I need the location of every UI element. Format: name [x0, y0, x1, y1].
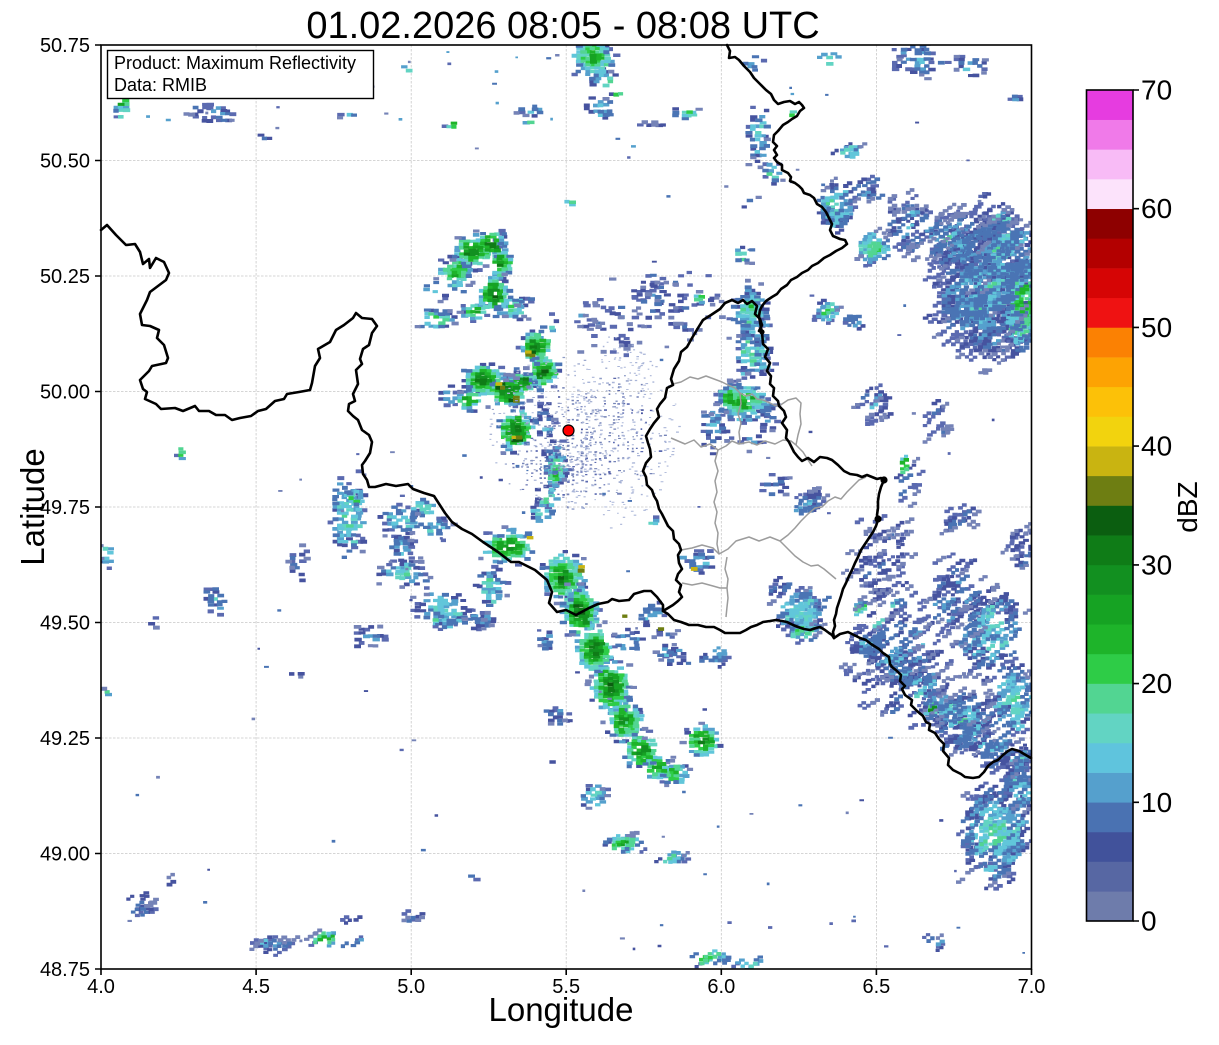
- svg-text:50.50: 50.50: [40, 151, 90, 173]
- svg-text:0: 0: [1141, 906, 1157, 937]
- svg-text:5.0: 5.0: [397, 976, 425, 998]
- svg-text:Latitude: Latitude: [14, 448, 51, 565]
- svg-text:50.75: 50.75: [40, 35, 90, 57]
- svg-text:60: 60: [1141, 193, 1172, 224]
- svg-text:5.5: 5.5: [552, 976, 580, 998]
- svg-text:49.75: 49.75: [40, 497, 90, 519]
- svg-text:40: 40: [1141, 431, 1172, 462]
- svg-text:70: 70: [1141, 75, 1172, 106]
- svg-text:6.0: 6.0: [707, 976, 735, 998]
- svg-text:48.75: 48.75: [40, 959, 90, 981]
- svg-text:01.02.2026 08:05 - 08:08 UTC: 01.02.2026 08:05 - 08:08 UTC: [306, 5, 819, 47]
- svg-text:4.0: 4.0: [87, 976, 115, 998]
- svg-text:49.00: 49.00: [40, 844, 90, 866]
- svg-text:6.5: 6.5: [862, 976, 890, 998]
- svg-text:30: 30: [1141, 549, 1172, 580]
- svg-text:7.0: 7.0: [1018, 976, 1046, 998]
- svg-text:50: 50: [1141, 312, 1172, 343]
- svg-text:50.00: 50.00: [40, 382, 90, 404]
- svg-text:Data: RMIB: Data: RMIB: [114, 75, 207, 95]
- svg-text:20: 20: [1141, 668, 1172, 699]
- svg-text:4.5: 4.5: [242, 976, 270, 998]
- svg-text:Product: Maximum Reflectivity: Product: Maximum Reflectivity: [114, 53, 356, 73]
- svg-text:10: 10: [1141, 787, 1172, 818]
- svg-text:49.25: 49.25: [40, 728, 90, 750]
- svg-text:dBZ: dBZ: [1172, 481, 1203, 532]
- svg-text:49.50: 49.50: [40, 613, 90, 635]
- svg-text:50.25: 50.25: [40, 266, 90, 288]
- svg-text:Longitude: Longitude: [489, 991, 634, 1028]
